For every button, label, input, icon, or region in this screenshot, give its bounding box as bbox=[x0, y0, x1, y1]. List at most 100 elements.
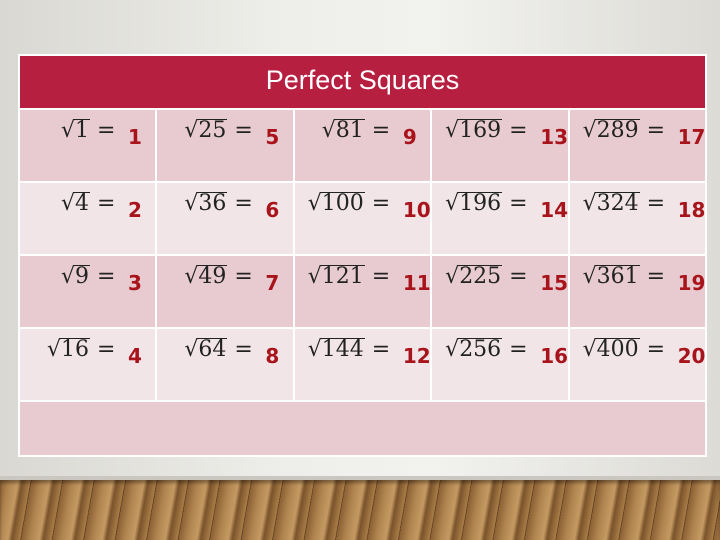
sqrt-icon: √ bbox=[60, 191, 75, 216]
sqrt-expression: √9 = bbox=[60, 264, 116, 289]
sqrt-expression: √289 = bbox=[582, 118, 666, 143]
sqrt-expression: √324 = bbox=[582, 191, 666, 216]
square-root-answer: 7 bbox=[265, 271, 280, 295]
table-cell: √81 = 9 bbox=[294, 110, 431, 181]
sqrt-icon: √ bbox=[184, 264, 199, 289]
radicand: 324 bbox=[595, 191, 640, 216]
sqrt-expression: √100 = bbox=[307, 191, 391, 216]
square-root-answer: 17 bbox=[677, 125, 706, 149]
square-root-answer: 1 bbox=[128, 125, 142, 149]
table-cell: √256 = 16 bbox=[432, 329, 569, 400]
square-root-answer: 4 bbox=[128, 344, 142, 368]
sqrt-icon: √ bbox=[582, 118, 597, 143]
table-row: √9 = 3 √49 = 7 √121 = 11 √225 = 15 √361 = 19 bbox=[20, 256, 705, 327]
sqrt-expression: √225 = bbox=[445, 264, 528, 289]
square-root-answer: 11 bbox=[402, 271, 431, 295]
table-cell: √225 = 15 bbox=[432, 256, 569, 327]
sqrt-icon: √ bbox=[582, 264, 597, 289]
radicand: 25 bbox=[197, 118, 228, 143]
square-root-answer: 19 bbox=[677, 271, 706, 295]
sqrt-expression: √196 = bbox=[445, 191, 528, 216]
table-cell: √9 = 3 bbox=[20, 256, 156, 327]
table-cell: √289 = 17 bbox=[569, 110, 706, 181]
sqrt-icon: √ bbox=[307, 191, 322, 216]
sqrt-icon: √ bbox=[445, 264, 460, 289]
wood-floor-background bbox=[0, 480, 720, 540]
sqrt-icon: √ bbox=[184, 118, 199, 143]
radicand: 144 bbox=[320, 337, 365, 362]
table-cell: √324 = 18 bbox=[569, 183, 706, 254]
sqrt-expression: √400 = bbox=[582, 337, 666, 362]
empty-row bbox=[20, 402, 705, 455]
sqrt-icon: √ bbox=[60, 264, 75, 289]
square-root-answer: 6 bbox=[265, 198, 280, 222]
square-root-answer: 2 bbox=[128, 198, 142, 222]
table-cell: √361 = 19 bbox=[569, 256, 706, 327]
radicand: 169 bbox=[458, 118, 503, 143]
sqrt-expression: √4 = bbox=[60, 191, 116, 216]
square-root-answer: 20 bbox=[677, 344, 706, 368]
sqrt-icon: √ bbox=[307, 337, 322, 362]
square-root-answer: 9 bbox=[402, 125, 417, 149]
table-cell: √400 = 20 bbox=[569, 329, 706, 400]
sqrt-expression: √36 = bbox=[184, 191, 253, 216]
radicand: 400 bbox=[595, 337, 640, 362]
square-root-answer: 10 bbox=[402, 198, 431, 222]
radicand: 361 bbox=[595, 264, 640, 289]
square-root-answer: 16 bbox=[540, 344, 569, 368]
sqrt-expression: √49 = bbox=[184, 264, 253, 289]
sqrt-expression: √64 = bbox=[184, 337, 253, 362]
table-cell: √169 = 13 bbox=[432, 110, 569, 181]
sqrt-icon: √ bbox=[582, 191, 597, 216]
sqrt-icon: √ bbox=[445, 191, 460, 216]
table-row: √4 = 2 √36 = 6 √100 = 10 √196 = 14 √324 = 18 bbox=[20, 183, 705, 254]
sqrt-expression: √256 = bbox=[445, 337, 528, 362]
table-cell: √4 = 2 bbox=[20, 183, 156, 254]
sqrt-expression: √1 = bbox=[60, 118, 116, 143]
table-cell: √16 = 4 bbox=[20, 329, 156, 400]
sqrt-expression: √16 = bbox=[46, 337, 116, 362]
sqrt-icon: √ bbox=[46, 337, 61, 362]
wall-baseboard bbox=[0, 476, 720, 480]
table-cell: √25 = 5 bbox=[157, 110, 293, 181]
sqrt-icon: √ bbox=[445, 337, 460, 362]
table-cell: √144 = 12 bbox=[294, 329, 431, 400]
table-cell: √1 = 1 bbox=[20, 110, 156, 181]
square-root-answer: 8 bbox=[265, 344, 280, 368]
sqrt-icon: √ bbox=[445, 118, 460, 143]
square-root-answer: 18 bbox=[677, 198, 706, 222]
table-cell: √196 = 14 bbox=[432, 183, 568, 254]
radicand: 81 bbox=[334, 118, 365, 143]
sqrt-icon: √ bbox=[582, 337, 597, 362]
radicand: 121 bbox=[320, 264, 365, 289]
radicand: 49 bbox=[197, 264, 228, 289]
sqrt-expression: √25 = bbox=[184, 118, 253, 143]
sqrt-expression: √169 = bbox=[445, 118, 528, 143]
sqrt-icon: √ bbox=[321, 118, 336, 143]
table-cell: √100 = 10 bbox=[294, 183, 431, 254]
radicand: 225 bbox=[458, 264, 503, 289]
radicand: 1 bbox=[73, 118, 90, 143]
square-root-answer: 3 bbox=[128, 271, 142, 295]
perfect-squares-table: Perfect Squares √1 = 1 √25 = 5 √81 = 9 √169 = 1… bbox=[18, 54, 707, 457]
square-root-answer: 12 bbox=[402, 344, 431, 368]
table-row: √16 = 4 √64 = 8 √144 = 12 √256 = 16 √400 = 20 bbox=[20, 329, 705, 400]
square-root-answer: 13 bbox=[540, 125, 569, 149]
sqrt-expression: √81 = bbox=[321, 118, 391, 143]
radicand: 36 bbox=[197, 191, 228, 216]
radicand: 256 bbox=[458, 337, 503, 362]
sqrt-icon: √ bbox=[307, 264, 322, 289]
radicand: 9 bbox=[73, 264, 90, 289]
table-cell: √36 = 6 bbox=[157, 183, 293, 254]
radicand: 100 bbox=[320, 191, 365, 216]
sqrt-icon: √ bbox=[184, 337, 199, 362]
square-root-answer: 15 bbox=[540, 271, 569, 295]
sqrt-expression: √144 = bbox=[307, 337, 391, 362]
sqrt-expression: √121 = bbox=[307, 264, 391, 289]
radicand: 196 bbox=[458, 191, 503, 216]
sqrt-icon: √ bbox=[184, 191, 199, 216]
radicand: 4 bbox=[73, 191, 90, 216]
radicand: 64 bbox=[197, 337, 228, 362]
sqrt-expression: √361 = bbox=[582, 264, 666, 289]
sqrt-icon: √ bbox=[60, 118, 75, 143]
